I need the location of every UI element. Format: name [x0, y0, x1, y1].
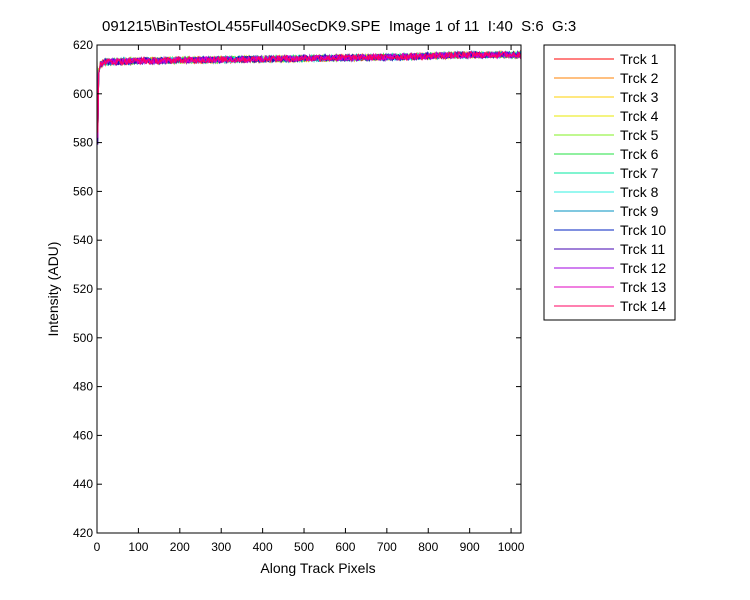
y-tick-label: 560: [73, 184, 93, 198]
legend-label: Trck 6: [620, 146, 659, 162]
legend-label: Trck 8: [620, 184, 659, 200]
y-tick-label: 600: [73, 87, 93, 101]
y-tick-label: 540: [73, 233, 93, 247]
x-tick-label: 500: [294, 540, 314, 554]
series-line-7: [96, 50, 522, 138]
series-line-10: [96, 50, 522, 138]
y-tick-label: 480: [73, 380, 93, 394]
y-tick-label: 620: [73, 38, 93, 52]
axes-box: [96, 44, 522, 534]
legend-label: Trck 2: [620, 70, 659, 86]
x-tick-label: 1000: [498, 540, 525, 554]
series-line-3: [96, 49, 522, 138]
x-axis-label: Along Track Pixels: [260, 560, 375, 576]
x-tick-label: 600: [335, 540, 355, 554]
series-layer: [96, 49, 522, 145]
y-tick-label: 520: [73, 282, 93, 296]
x-tick-label: 0: [94, 540, 101, 554]
legend-label: Trck 14: [620, 298, 666, 314]
legend-label: Trck 10: [620, 222, 666, 238]
series-line-14: [96, 50, 522, 133]
x-tick-label: 300: [211, 540, 231, 554]
x-tick-label: 900: [460, 540, 480, 554]
legend: Trck 1 Trck 2 Trck 3 Trck 4 Trck 5 Trck 6 Trck…: [543, 44, 676, 321]
legend-label: Trck 4: [620, 108, 659, 124]
series-line-5: [96, 50, 522, 144]
y-tick-label: 420: [73, 526, 93, 540]
y-tick-label: 440: [73, 477, 93, 491]
y-tick-label: 580: [73, 136, 93, 150]
legend-box: [543, 44, 676, 321]
series-line-11: [96, 49, 522, 145]
ticks-layer: 0 100 200 300 400 500 600 700 800 900 1000 420 440 46…: [73, 38, 525, 554]
legend-label: Trck 9: [620, 203, 659, 219]
x-tick-label: 100: [128, 540, 148, 554]
y-tick-label: 500: [73, 331, 93, 345]
x-tick-label: 700: [377, 540, 397, 554]
y-axis-label: Intensity (ADU): [45, 242, 61, 337]
legend-label: Trck 7: [620, 165, 659, 181]
legend-label: Trck 11: [620, 241, 665, 257]
series-line-1: [96, 49, 522, 138]
series-line-13: [96, 50, 522, 138]
chart-title: 091215\BinTestOL455Full40SecDK9.SPE Imag…: [102, 18, 577, 35]
legend-label: Trck 12: [620, 260, 666, 276]
series-line-9: [96, 49, 522, 138]
series-line-2: [96, 49, 522, 139]
series-line-8: [96, 50, 522, 138]
legend-label: Trck 5: [620, 127, 659, 143]
legend-label: Trck 1: [620, 51, 659, 67]
x-tick-label: 400: [253, 540, 273, 554]
series-line-4: [96, 50, 522, 138]
y-tick-label: 460: [73, 428, 93, 442]
series-line-6: [96, 50, 522, 138]
series-line-12: [96, 50, 522, 138]
legend-label: Trck 13: [620, 279, 666, 295]
legend-label: Trck 3: [620, 89, 659, 105]
x-tick-label: 200: [170, 540, 190, 554]
x-tick-label: 800: [418, 540, 438, 554]
